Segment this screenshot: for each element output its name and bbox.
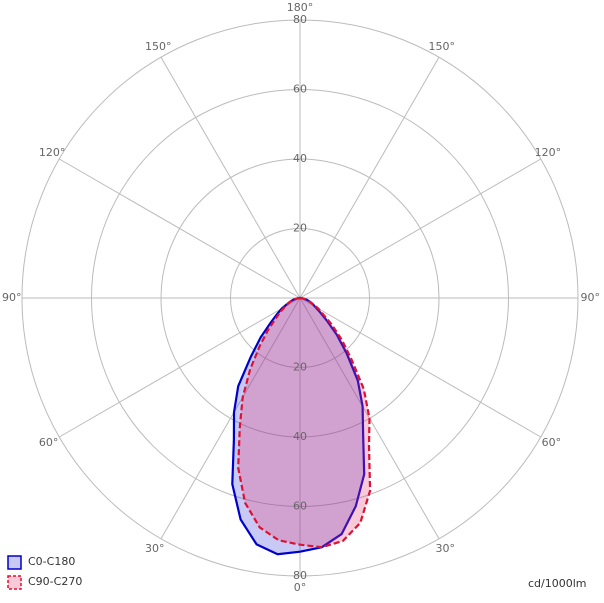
intensity-curve [237, 296, 372, 549]
angle-label: 180° [287, 1, 314, 14]
radial-label: 80 [293, 569, 307, 582]
legend-label: C0-C180 [28, 555, 75, 568]
radial-label: 20 [293, 222, 307, 235]
angle-label: 90° [2, 291, 22, 304]
angle-label: 60° [39, 436, 59, 449]
grid-spoke [299, 158, 542, 299]
radial-label: 80 [293, 13, 307, 26]
grid-spoke [160, 56, 301, 299]
legend-swatch [7, 555, 22, 570]
angle-label: 150° [145, 40, 172, 53]
legend-swatch [7, 575, 22, 590]
angle-label: 0° [294, 581, 307, 594]
radial-label: 40 [293, 152, 307, 165]
angle-label: 90° [581, 291, 601, 304]
grid-spoke [299, 56, 440, 299]
angle-label: 60° [542, 436, 562, 449]
grid-spoke [299, 297, 542, 438]
angle-label: 30° [436, 542, 456, 555]
radial-label: 60 [293, 83, 307, 96]
intensity-curve [231, 296, 366, 556]
angle-label: 120° [535, 146, 562, 159]
angle-label: 150° [429, 40, 456, 53]
unit-label: cd/1000lm [528, 577, 587, 590]
radial-label: 60 [293, 500, 307, 513]
grid-spoke [58, 297, 301, 438]
angle-label: 120° [39, 146, 65, 159]
radial-label: 20 [293, 361, 307, 374]
grid-spoke [58, 158, 301, 299]
radial-label: 40 [293, 430, 307, 443]
angle-label: 30° [145, 542, 165, 555]
grid-spoke [160, 297, 301, 540]
legend-label: C90-C270 [28, 575, 82, 588]
